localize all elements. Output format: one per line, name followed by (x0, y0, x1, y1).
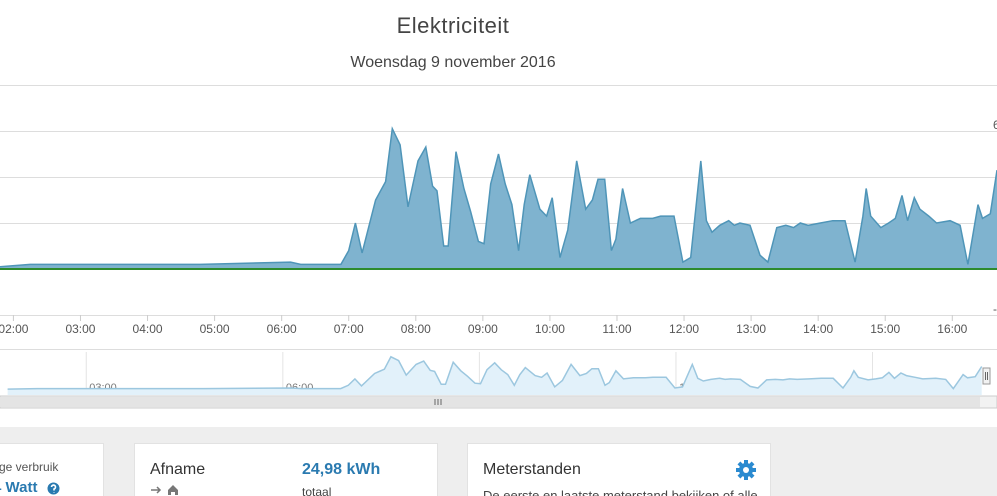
handle-grip (985, 372, 988, 380)
card-value: 4 Watt (0, 479, 38, 496)
x-tick-label: 14:00 (803, 322, 833, 336)
x-tick-label: 12:00 (669, 322, 699, 336)
x-tick-label: 02:00 (0, 322, 29, 336)
navigator-line (7, 355, 983, 390)
x-tick-label: 16:00 (937, 322, 967, 336)
navigator-area (7, 356, 982, 395)
y-tick-label: -2 (993, 302, 997, 316)
navigator-handle[interactable] (982, 367, 991, 385)
info-panel: ge verbruik 4 Watt Afname 24,98 kWh tota… (0, 427, 997, 496)
series-area (0, 128, 997, 269)
series-line (0, 126, 997, 268)
chart-subtitle: Woensdag 9 november 2016 (350, 54, 555, 71)
y-tick-label: 6 (993, 118, 997, 132)
help-icon[interactable] (47, 482, 60, 495)
card-text: De eerste en laatste meterstand bekijken… (483, 488, 758, 496)
card-afname: Afname 24,98 kWh totaal (134, 443, 438, 496)
x-tick-label: 03:00 (65, 322, 95, 336)
x-tick-label: 11:00 (602, 322, 631, 336)
x-tick-label: 06:00 (267, 322, 297, 336)
x-tick-label: 10:00 (535, 322, 565, 336)
x-tick-label: 15:00 (870, 322, 900, 336)
card-caption: totaal (302, 485, 332, 496)
card-value: 24,98 kWh (302, 461, 381, 478)
chart-title: Elektriciteit (397, 13, 510, 38)
x-tick-label: 08:00 (401, 322, 431, 336)
card-title: Meterstanden (483, 461, 581, 478)
chart: Elektriciteit Woensdag 9 november 2016 -… (0, 13, 997, 409)
x-tick-label: 13:00 (736, 322, 766, 336)
scrollbar-thumb[interactable] (0, 397, 980, 407)
x-tick-label: 07:00 (334, 322, 364, 336)
card-current: ge verbruik 4 Watt (0, 443, 104, 496)
x-tick-label: 09:00 (468, 322, 498, 336)
card-title: Afname (150, 461, 206, 478)
card-meterstanden: Meterstanden De eerste en laatste meters… (467, 443, 771, 496)
card-label: ge verbruik (0, 460, 59, 474)
x-tick-label: 04:00 (133, 322, 163, 336)
scrollbar-grip (434, 399, 442, 405)
x-tick-label: 05:00 (200, 322, 230, 336)
settings-icon[interactable] (736, 460, 756, 480)
flow-icons (151, 485, 178, 495)
